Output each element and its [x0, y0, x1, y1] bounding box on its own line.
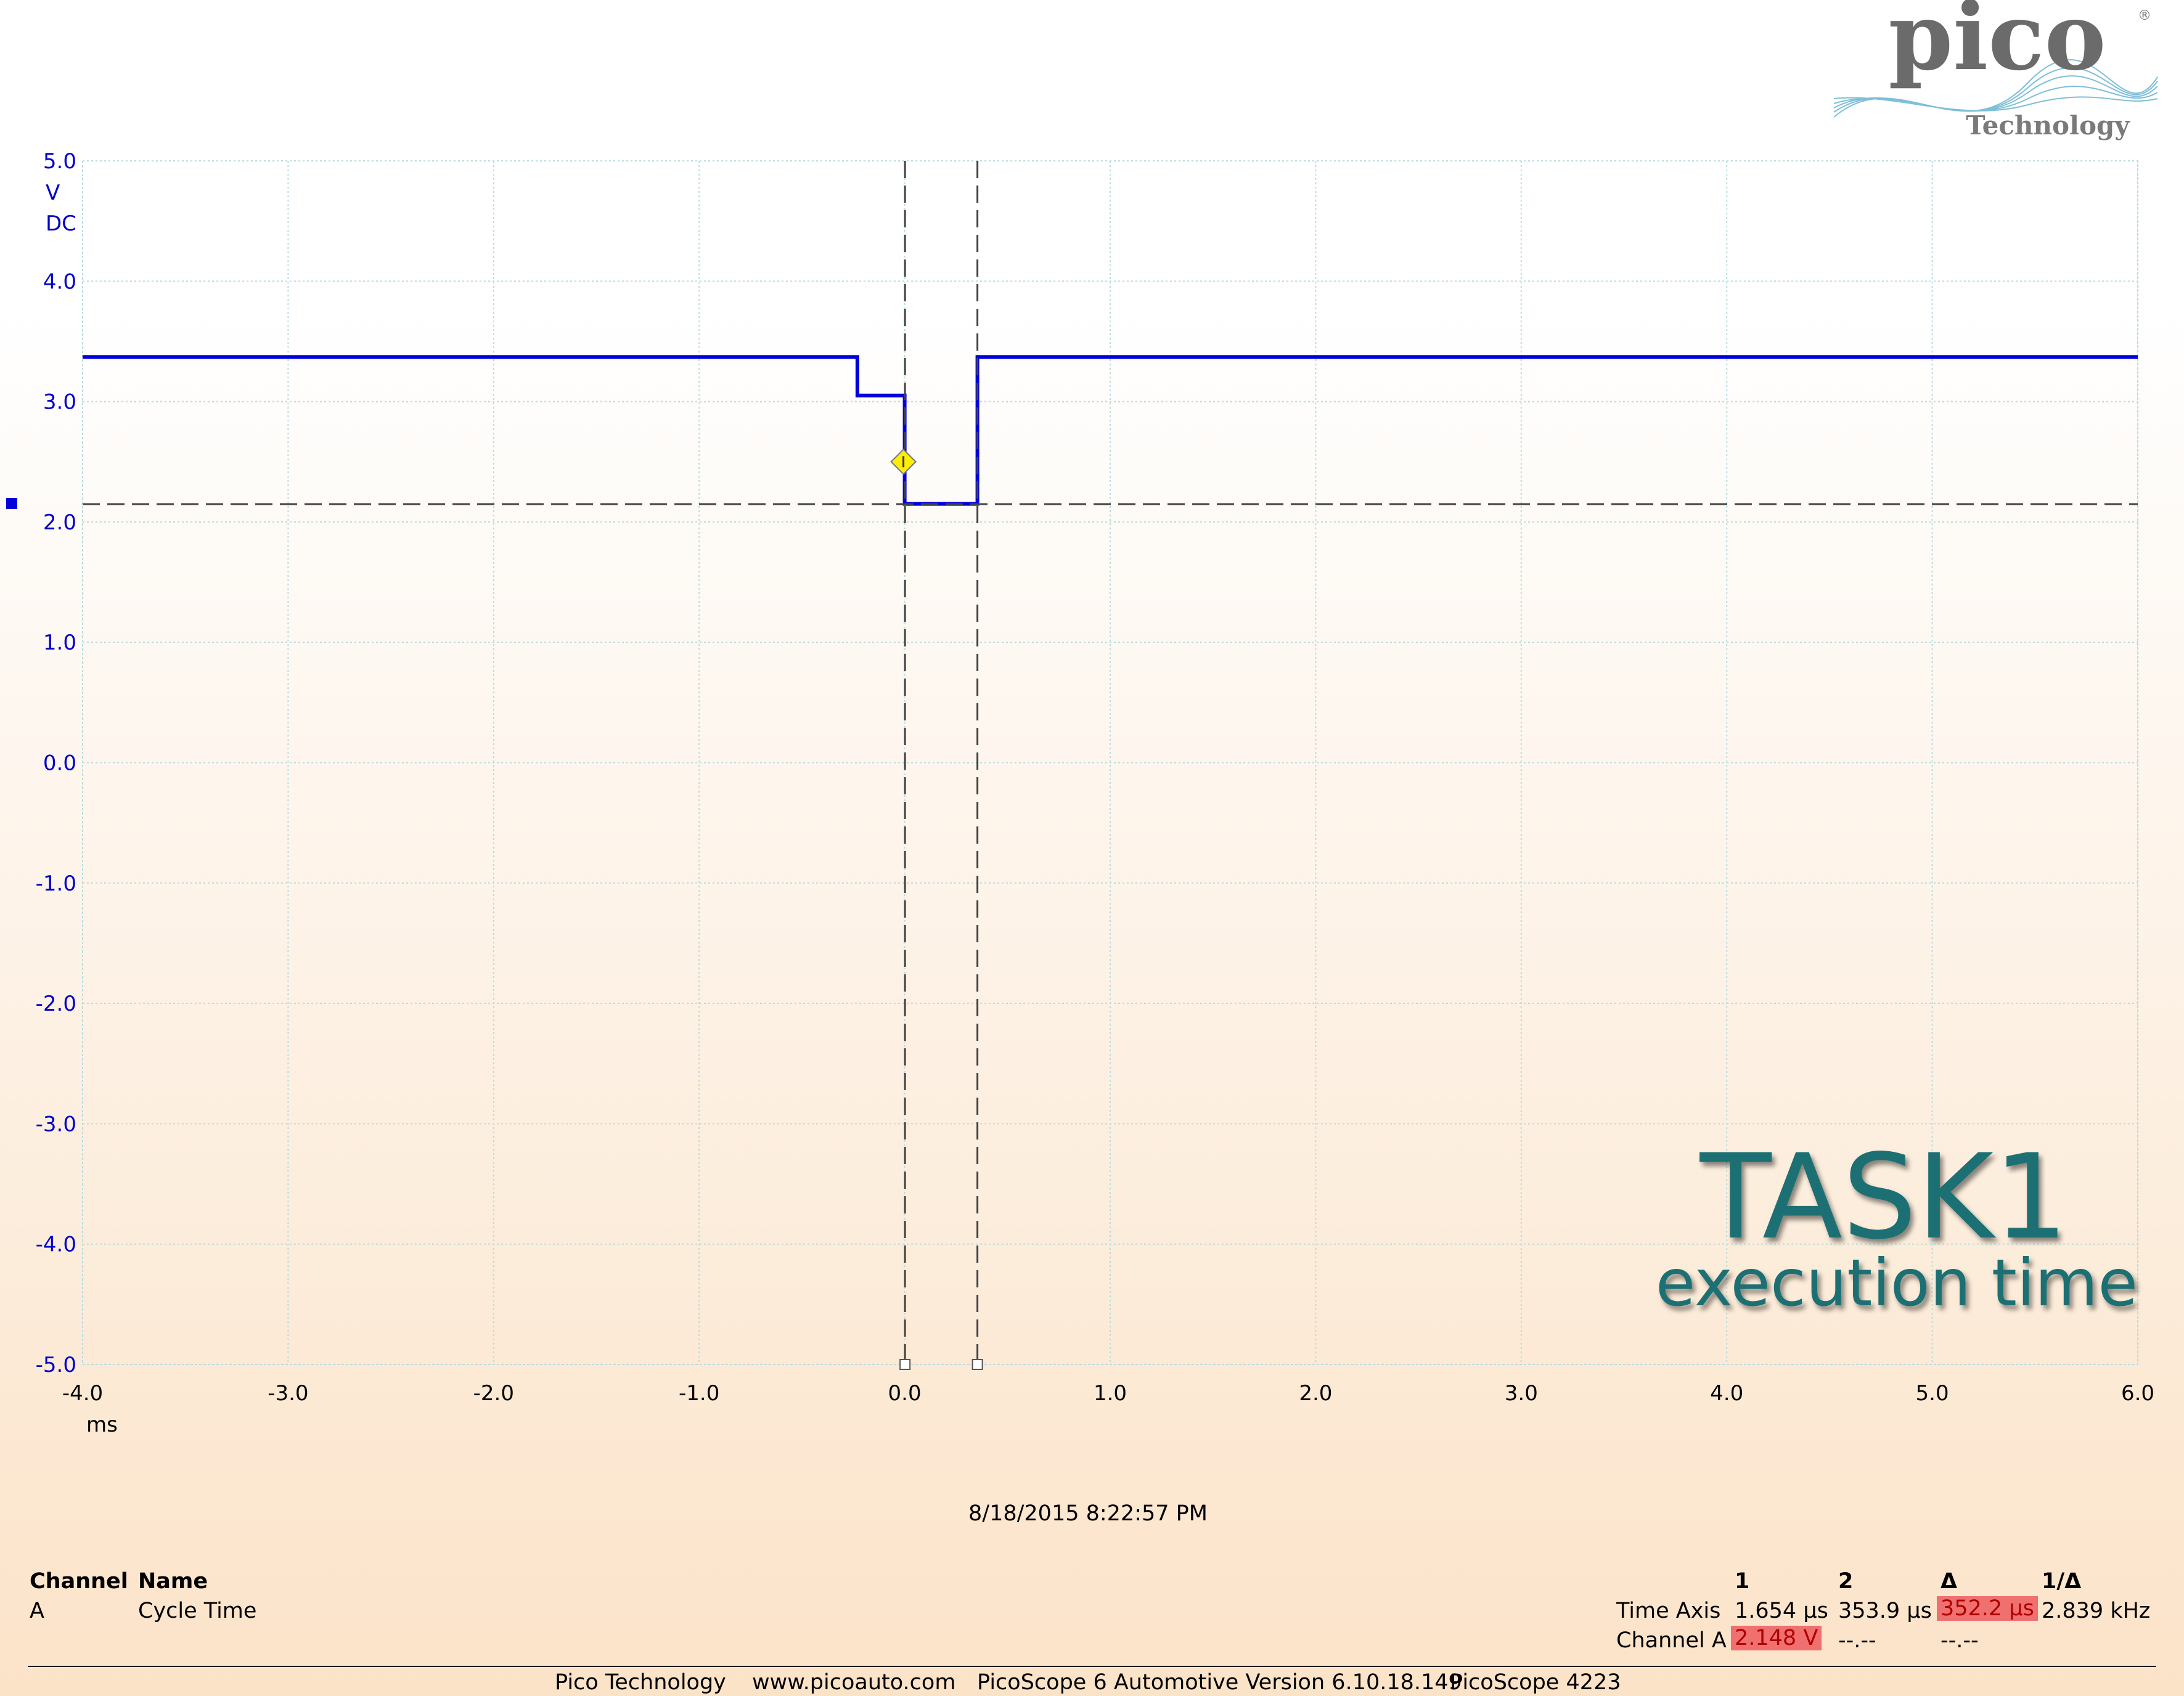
y-unit-label: V	[46, 181, 60, 205]
channel-value: A	[30, 1599, 44, 1623]
series-group	[83, 355, 2138, 506]
name-header: Name	[138, 1569, 208, 1594]
trigger-group	[890, 448, 917, 475]
overlay-subtitle: execution time	[1656, 1246, 2138, 1321]
x-tick-label: -3.0	[268, 1381, 308, 1406]
channel-a-cursor2: --.--	[1838, 1628, 1876, 1653]
y-tick-label: -5.0	[36, 1353, 76, 1377]
y-tick-label: 4.0	[43, 269, 76, 294]
time-cursor2: 353.9 μs	[1838, 1599, 1932, 1623]
logo-registered: ®	[2138, 8, 2151, 23]
x-tick-label: 5.0	[1916, 1381, 1949, 1406]
y-tick-label: 3.0	[43, 390, 76, 415]
footer-company: Pico Technology	[555, 1670, 726, 1695]
footer-url: www.picoauto.com	[752, 1670, 956, 1695]
y-tick-label: -3.0	[36, 1112, 76, 1136]
footer-device: PicoScope 4223	[1450, 1670, 1621, 1695]
overlay-title: TASK1	[1699, 1129, 2068, 1265]
x-tick-label: 2.0	[1299, 1381, 1332, 1406]
name-value: Cycle Time	[138, 1599, 257, 1623]
y-tick-label: 5.0	[43, 149, 76, 174]
x-tick-label: 4.0	[1710, 1381, 1743, 1406]
y-tick-label: 2.0	[43, 510, 76, 535]
pico-logo: pico ® Technology	[1833, 0, 2158, 141]
channel-marker-icon	[6, 498, 17, 509]
channel-a-label: Channel A	[1616, 1628, 1727, 1653]
time-cursor-handle-1	[899, 1359, 911, 1370]
y-tick-label: 1.0	[43, 630, 76, 655]
time-cursor-handle-2	[971, 1359, 983, 1370]
inverse-delta-header: 1/Δ	[2042, 1569, 2082, 1594]
channel-a-delta: --.--	[1941, 1628, 1979, 1653]
cursor-group	[83, 161, 2138, 1370]
logo-subtitle: Technology	[1966, 110, 2130, 141]
cursor1-header: 1	[1735, 1569, 1750, 1594]
x-unit-label: ms	[86, 1413, 118, 1437]
x-axis: -4.0 -3.0 -2.0 -1.0 0.0 1.0 2.0 3.0 4.0 5.0 6.0	[62, 1381, 2154, 1406]
time-delta: 352.2 μs	[1937, 1596, 2038, 1621]
footer-divider	[28, 1666, 2156, 1667]
footer-version: PicoScope 6 Automotive Version 6.10.18.1…	[977, 1670, 1462, 1695]
x-tick-label: 0.0	[888, 1381, 922, 1406]
y-axis: 5.0 4.0 3.0 2.0 1.0 0.0 -1.0 -2.0 -3.0 -4.0 -5.0	[36, 149, 76, 1377]
y-tick-label: -1.0	[36, 871, 76, 896]
cursor2-header: 2	[1838, 1569, 1854, 1594]
grid	[82, 160, 2138, 1365]
x-tick-label: 1.0	[1094, 1381, 1127, 1406]
time-cursor1: 1.654 μs	[1735, 1599, 1828, 1623]
y-tick-label: -2.0	[36, 992, 76, 1016]
time-axis-label: Time Axis	[1616, 1599, 1721, 1623]
channel-a-cursor1: 2.148 V	[1731, 1626, 1822, 1650]
timestamp: 8/18/2015 8:22:57 PM	[968, 1501, 1208, 1526]
x-tick-label: -1.0	[679, 1381, 719, 1406]
series-line-A	[83, 355, 2138, 506]
x-tick-label: -2.0	[473, 1381, 514, 1406]
delta-header: Δ	[1941, 1569, 1958, 1594]
y-coupling-label: DC	[46, 211, 76, 236]
logo-wordmark: pico	[1888, 0, 2106, 91]
channel-header: Channel	[30, 1569, 128, 1594]
x-tick-label: 3.0	[1505, 1381, 1538, 1406]
y-tick-label: 0.0	[43, 751, 76, 776]
x-tick-label: 6.0	[2121, 1381, 2154, 1406]
y-tick-label: -4.0	[36, 1233, 76, 1257]
time-inverse-delta: 2.839 kHz	[2042, 1599, 2151, 1623]
x-tick-label: -4.0	[62, 1381, 103, 1406]
